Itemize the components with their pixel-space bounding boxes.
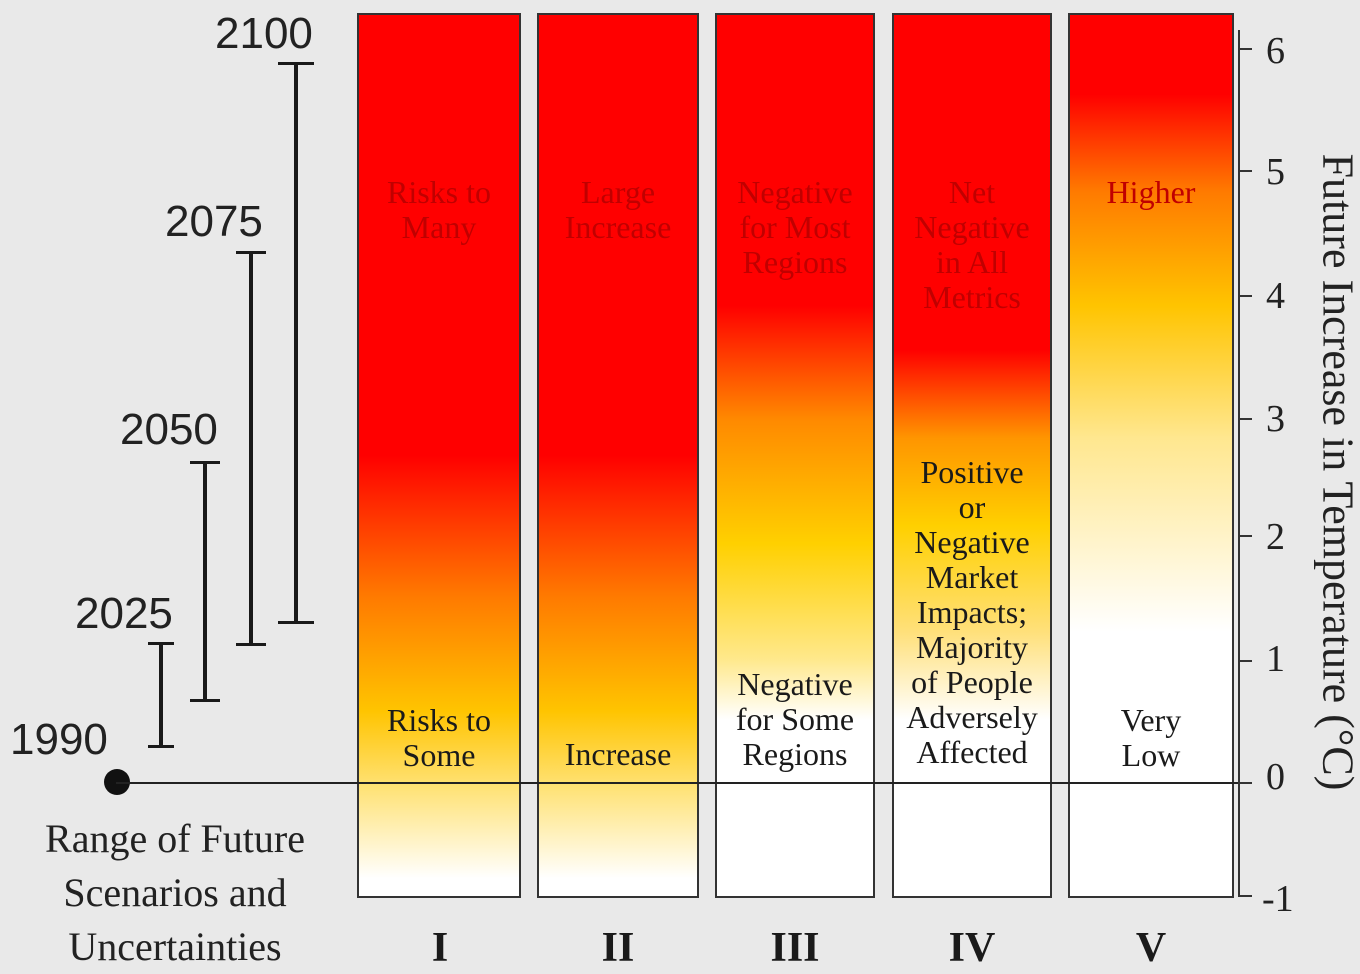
- axis-tick-label-1: 1: [1266, 640, 1285, 678]
- year-label-2050: 2050: [120, 408, 218, 452]
- column-2-bottom-label: Increase: [539, 737, 697, 772]
- temperature-axis-title: Future Increase in Temperature (°C): [1313, 154, 1360, 791]
- column-1-numeral: I: [360, 924, 520, 972]
- column-3-numeral: III: [715, 924, 875, 972]
- axis-tick-4: [1238, 295, 1252, 297]
- axis-tick-label-minus-1: -1: [1262, 880, 1294, 918]
- axis-tick-5: [1238, 170, 1252, 172]
- column-4-numeral: IV: [892, 924, 1052, 972]
- axis-tick-0: [1238, 782, 1252, 784]
- axis-tick-label-5: 5: [1266, 153, 1285, 191]
- column-5-top-label: Higher: [1070, 175, 1232, 210]
- axis-tick-label-4: 4: [1266, 277, 1285, 315]
- axis-tick-1: [1238, 660, 1252, 662]
- year-label-1990: 1990: [10, 718, 108, 762]
- axis-tick-2: [1238, 535, 1252, 537]
- axis-tick-6: [1238, 48, 1252, 50]
- column-5-numeral: V: [1071, 924, 1231, 972]
- year-label-2100: 2100: [215, 12, 313, 56]
- zero-degree-line: [116, 782, 1242, 784]
- axis-tick-3: [1238, 418, 1252, 420]
- temperature-axis: [1238, 30, 1240, 896]
- axis-tick-label-2: 2: [1266, 518, 1285, 556]
- column-2-numeral: II: [538, 924, 698, 972]
- range-caption: Range of Future Scenarios and Uncertaint…: [10, 812, 340, 974]
- axis-tick-label-3: 3: [1266, 400, 1285, 438]
- axis-tick-label-0: 0: [1266, 758, 1285, 796]
- year-label-2075: 2075: [165, 200, 263, 244]
- year-label-2025: 2025: [75, 592, 173, 636]
- axis-tick-minus-1: [1238, 895, 1252, 897]
- axis-tick-label-6: 6: [1266, 32, 1285, 70]
